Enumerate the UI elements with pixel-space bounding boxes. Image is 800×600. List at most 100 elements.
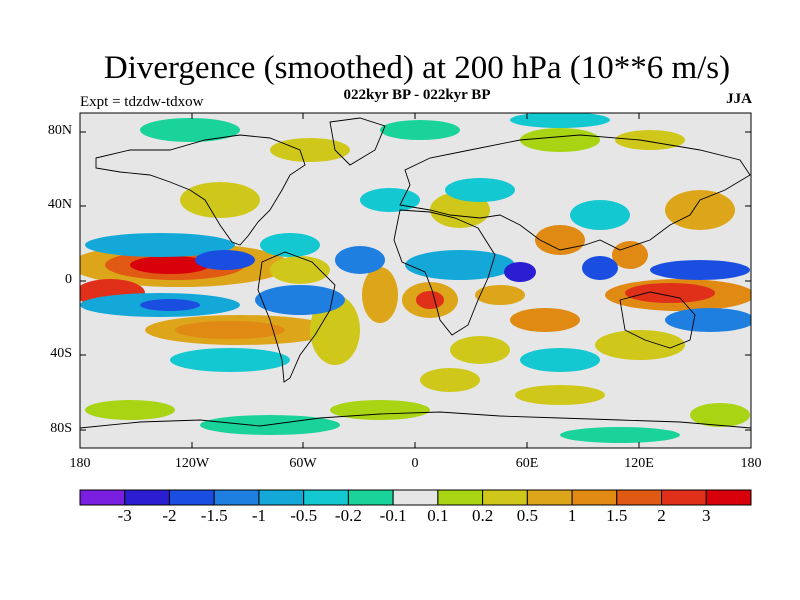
- field-blob: [130, 256, 210, 274]
- map-panel: [79, 112, 752, 449]
- field-blob: [380, 120, 460, 140]
- colorbar-swatch: [661, 489, 707, 506]
- field-blob: [255, 285, 345, 315]
- colorbar-label: -2: [162, 506, 177, 525]
- field-blob: [85, 400, 175, 420]
- negative-divergence-areas: [80, 113, 751, 443]
- field-blob: [615, 130, 685, 150]
- field-blob: [560, 427, 680, 443]
- colorbar-label: -0.1: [379, 506, 407, 525]
- field-blob: [515, 385, 605, 405]
- field-blob: [475, 285, 525, 305]
- colorbar-label: -1.5: [200, 506, 228, 525]
- lat-label-40n: 40N: [47, 197, 72, 212]
- field-blob: [335, 246, 385, 274]
- colorbar: [79, 489, 752, 506]
- field-blob: [582, 256, 618, 280]
- field-blob: [85, 233, 235, 257]
- field-blob: [595, 330, 685, 360]
- lat-label-0: 0: [65, 272, 72, 287]
- europe-asia-coast: [399, 134, 751, 251]
- lon-label-120e: 120E: [624, 456, 654, 471]
- colorbar-swatch: [303, 489, 349, 506]
- field-blob: [520, 128, 600, 152]
- field-blob: [612, 241, 648, 269]
- field-blob: [360, 188, 420, 212]
- colorbar-swatch: [392, 489, 439, 506]
- experiment-label: Expt = tdzdw-tdxow: [80, 94, 204, 110]
- colorbar-swatch: [168, 489, 215, 506]
- colorbar-label: 2: [657, 506, 666, 525]
- colorbar-swatch: [258, 489, 305, 506]
- field-blob: [504, 262, 536, 282]
- lon-label-60e: 60E: [515, 456, 539, 471]
- axis-ticks: [80, 113, 751, 448]
- field-blob: [420, 368, 480, 392]
- north-america-coast: [95, 134, 306, 246]
- field-blob: [405, 250, 515, 280]
- coastlines: [80, 117, 751, 429]
- colorbar-swatch: [705, 489, 752, 506]
- field-blob: [445, 178, 515, 202]
- colorbar-swatch: [482, 489, 528, 506]
- field-blob: [690, 403, 750, 427]
- field-blob: [535, 225, 585, 255]
- colorbar-swatch: [213, 489, 260, 506]
- colorbar-label: -3: [117, 506, 132, 525]
- lon-label-60w: 60W: [289, 456, 317, 471]
- antarctica-coast: [80, 411, 751, 429]
- colorbar-swatch: [616, 489, 663, 506]
- lon-label-180w: 180: [69, 456, 91, 471]
- field-blob: [330, 400, 430, 420]
- south-america-coast: [257, 251, 336, 383]
- field-blob: [140, 299, 200, 311]
- colorbar-swatch: [79, 489, 126, 506]
- field-blob: [180, 182, 260, 218]
- field-blob: [650, 260, 750, 280]
- field-blob: [140, 118, 240, 142]
- field-blob: [170, 348, 290, 372]
- field-blob: [665, 190, 735, 230]
- field-blob: [270, 138, 350, 162]
- lon-label-120w: 120W: [174, 456, 210, 471]
- colorbar-swatch: [124, 489, 170, 506]
- colorbar-swatch: [347, 489, 394, 506]
- lat-label-40s: 40S: [50, 346, 72, 361]
- colorbar-label: 0.2: [471, 506, 494, 525]
- colorbar-label: 1: [567, 506, 577, 525]
- field-blob: [260, 233, 320, 257]
- colorbar-swatch: [437, 489, 484, 506]
- field-blob: [362, 267, 398, 323]
- colorbar-label: 3: [702, 506, 711, 525]
- field-blob: [175, 321, 285, 339]
- field-blob: [195, 250, 255, 270]
- colorbar-label: -1: [251, 506, 266, 525]
- colorbar-label: -0.2: [334, 506, 362, 525]
- lon-label-0: 0: [411, 456, 419, 471]
- field-blob: [416, 291, 444, 309]
- field-blob: [510, 308, 580, 332]
- colorbar-label: 0.5: [516, 506, 538, 525]
- field-blob: [520, 348, 600, 372]
- field-blob: [270, 256, 330, 284]
- lon-label-180e: 180: [740, 456, 762, 471]
- colorbar-swatch: [526, 489, 573, 506]
- field-blob: [625, 283, 715, 303]
- colorbar-label: 1.5: [606, 506, 628, 525]
- colorbar-swatch: [571, 489, 618, 506]
- chart-title: Divergence (smoothed) at 200 hPa (10**6 …: [103, 50, 731, 86]
- field-blob: [570, 200, 630, 230]
- lat-label-80n: 80N: [47, 123, 72, 138]
- africa-coast: [393, 209, 496, 336]
- field-blob: [450, 336, 510, 364]
- season-label: JJA: [726, 91, 752, 107]
- greenland-coast: [329, 117, 386, 166]
- chart-subtitle: 022kyr BP - 022kyr BP: [343, 87, 491, 103]
- contour-fields: [80, 113, 751, 443]
- lat-label-80s: 80S: [50, 421, 72, 436]
- field-blob: [510, 113, 610, 128]
- colorbar-label: -0.5: [290, 506, 318, 525]
- australia-coast: [619, 291, 696, 349]
- colorbar-label: 0.1: [427, 506, 449, 525]
